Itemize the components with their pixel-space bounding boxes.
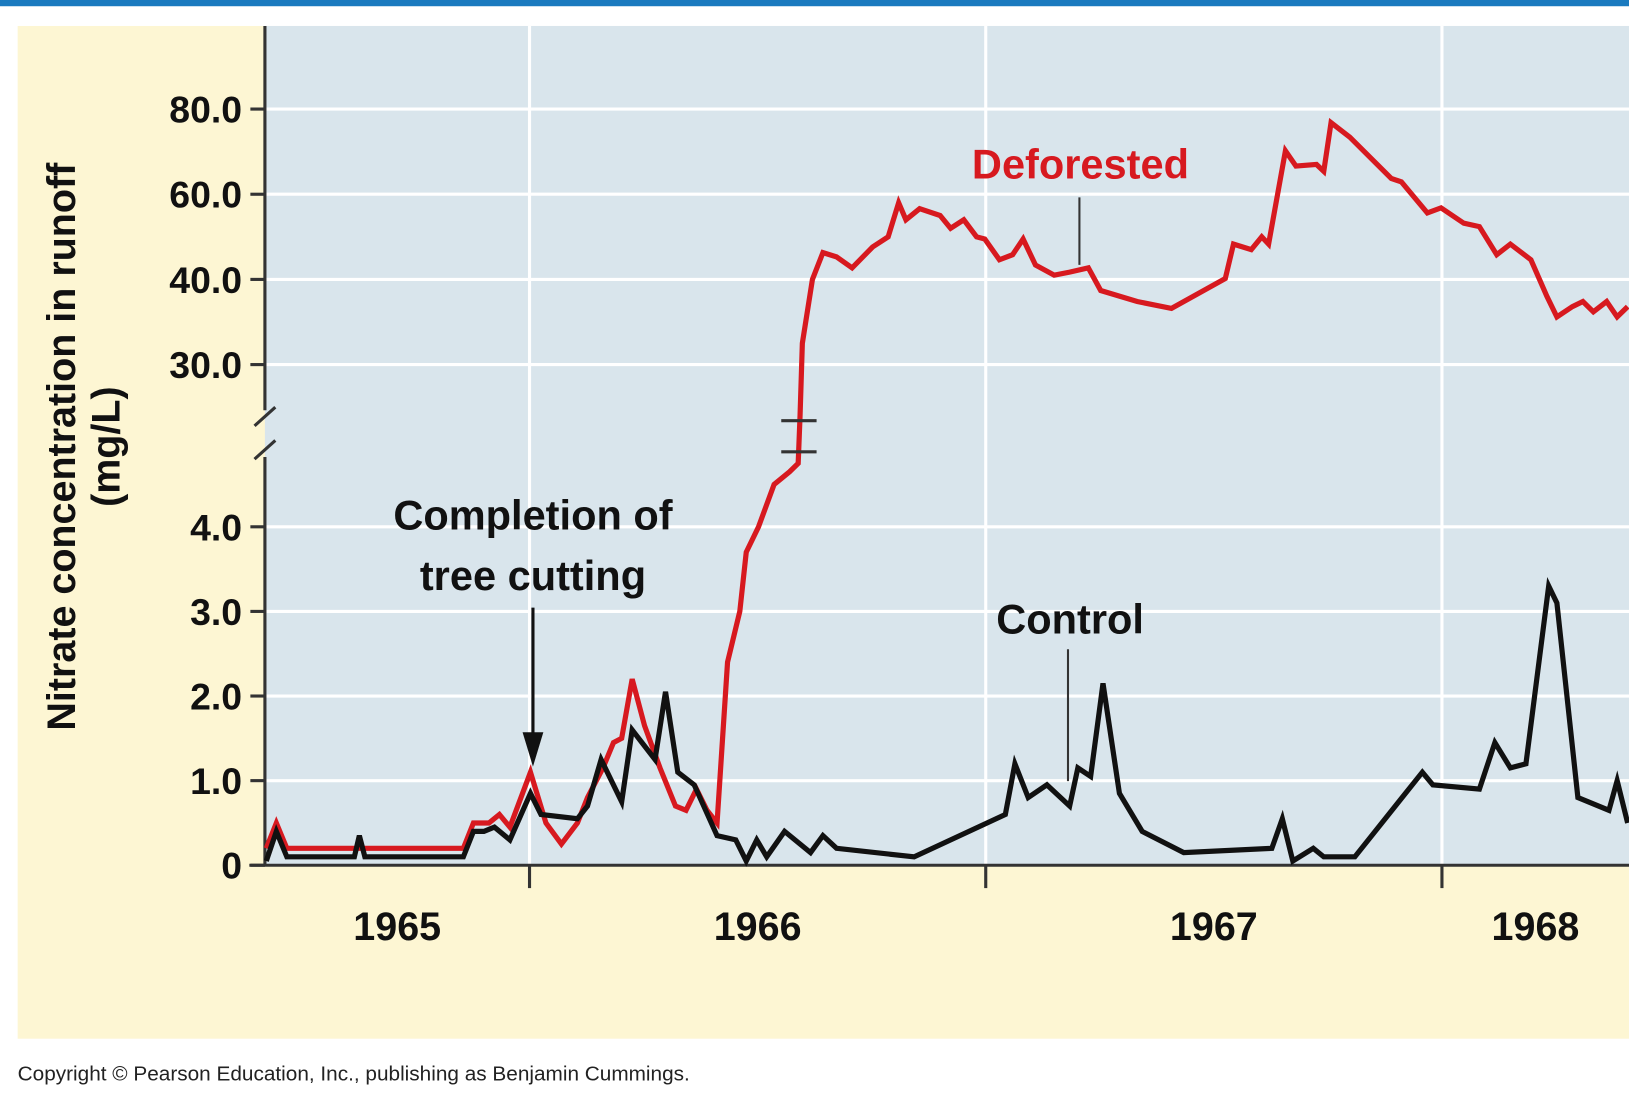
- annotation-arrowhead: [522, 732, 544, 767]
- plot-area: [264, 25, 1629, 866]
- y-tick-label: 3.0: [190, 591, 242, 633]
- x-tick-label: 1967: [1170, 905, 1258, 949]
- y-axis-label: Nitrate concentration in runoff: [40, 162, 84, 731]
- top-bar: [0, 0, 1629, 7]
- y-tick-label: 30.0: [169, 344, 242, 386]
- x-tick-label: 1968: [1492, 905, 1580, 949]
- y-tick-label: 2.0: [190, 676, 242, 718]
- x-tick-label: 1965: [353, 905, 441, 949]
- series-line: [263, 117, 1629, 851]
- y-tick-label: 0: [221, 845, 242, 887]
- axes: [249, 25, 1629, 867]
- copyright: Copyright © Pearson Education, Inc., pub…: [18, 1062, 690, 1085]
- axis-break-mark: [253, 439, 277, 461]
- axis-break-mark: [253, 406, 277, 428]
- y-tick-label: 40.0: [169, 259, 242, 301]
- y-tick-label: 80.0: [169, 89, 242, 131]
- series-line: [263, 577, 1629, 867]
- y-axis-label: (mg/L): [84, 386, 128, 507]
- series-label: Control: [996, 596, 1144, 643]
- x-tick-label: 1966: [714, 905, 802, 949]
- annotation: Completion of: [393, 492, 672, 539]
- grid: [264, 25, 1629, 866]
- series-label: Deforested: [972, 141, 1189, 188]
- lines: [263, 117, 1629, 867]
- y-tick-label: 4.0: [190, 506, 242, 548]
- y-tick-label: 60.0: [169, 174, 242, 216]
- y-tick-label: 1.0: [190, 760, 242, 802]
- annotation: tree cutting: [420, 552, 646, 599]
